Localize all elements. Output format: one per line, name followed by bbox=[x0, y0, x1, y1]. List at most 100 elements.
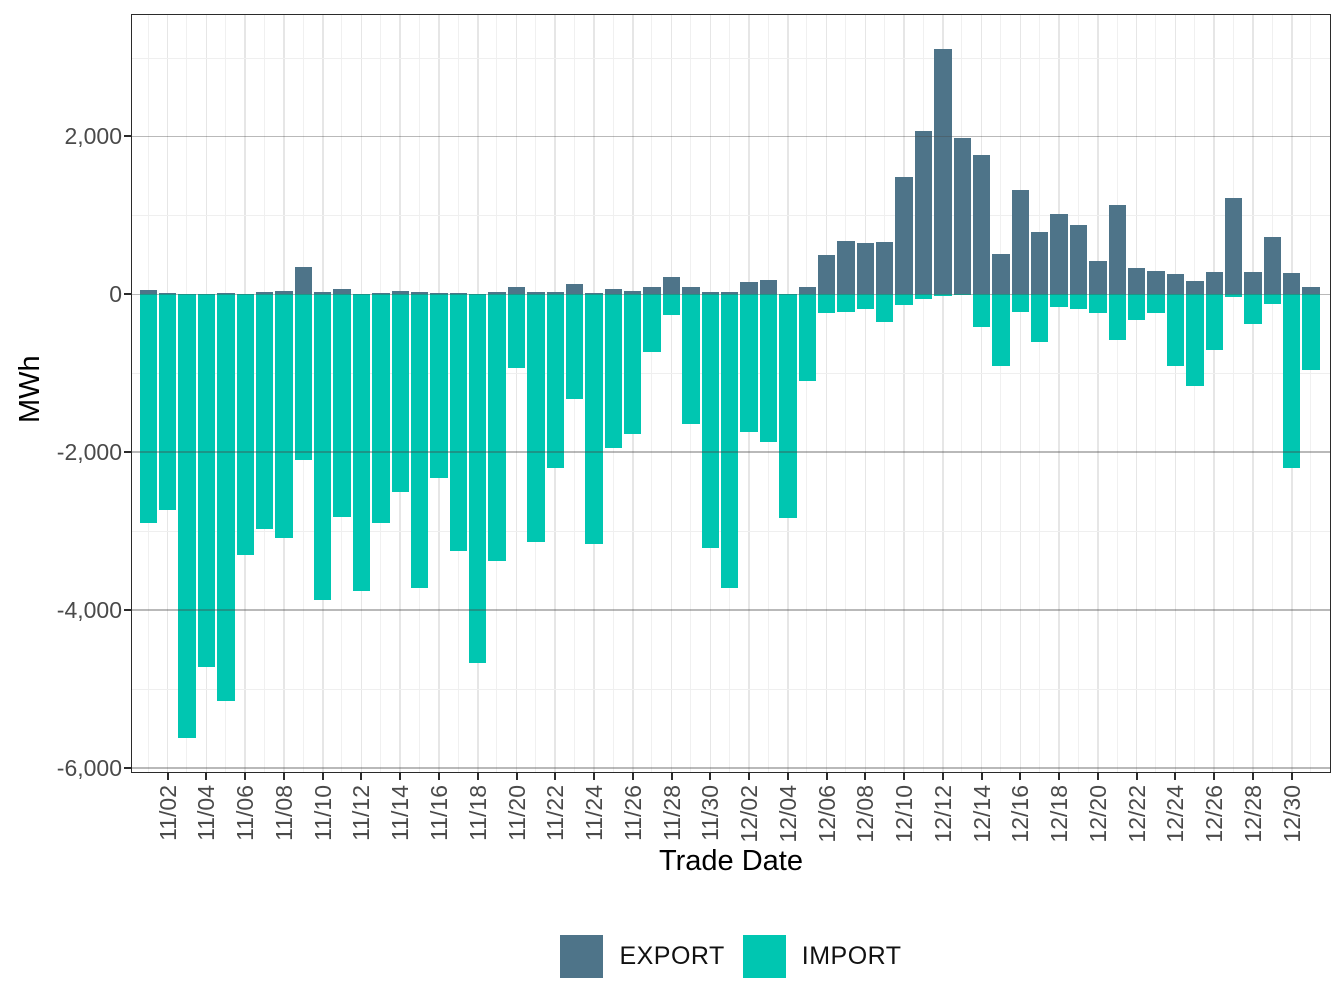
x-tick-mark bbox=[593, 772, 596, 780]
x-tick-label: 12/12 bbox=[929, 785, 956, 843]
grid-line-vertical bbox=[1077, 15, 1079, 772]
bar-import bbox=[643, 294, 661, 352]
bar-export bbox=[352, 293, 371, 295]
grid-line-vertical bbox=[1135, 15, 1138, 772]
legend-item-export: EXPORT bbox=[560, 934, 725, 978]
x-tick-label: 12/26 bbox=[1201, 785, 1228, 843]
x-tick-label: 11/14 bbox=[387, 785, 414, 841]
x-tick-mark bbox=[360, 772, 363, 780]
x-tick-mark bbox=[1251, 772, 1254, 780]
bar-import bbox=[314, 294, 332, 601]
bar-import bbox=[469, 294, 487, 663]
bar-export bbox=[1069, 225, 1088, 295]
bar-import bbox=[352, 294, 371, 591]
bar-import bbox=[740, 294, 758, 432]
y-tick-label: -6,000 bbox=[56, 754, 122, 781]
bar-export bbox=[507, 287, 526, 295]
grid-line-vertical bbox=[825, 15, 828, 772]
bar-export bbox=[1031, 231, 1049, 295]
y-tick-mark bbox=[124, 135, 132, 138]
bar-import bbox=[1147, 294, 1165, 314]
x-tick-label: 11/26 bbox=[619, 785, 646, 841]
bar-export bbox=[430, 292, 448, 295]
x-tick-mark bbox=[670, 772, 673, 780]
bar-import bbox=[158, 294, 177, 510]
bar-export bbox=[217, 292, 235, 295]
y-tick-mark bbox=[124, 451, 132, 454]
y-tick-label: 0 bbox=[109, 281, 122, 308]
bar-export bbox=[740, 282, 758, 295]
bar-import bbox=[1263, 294, 1282, 304]
x-tick-label: 12/24 bbox=[1162, 785, 1189, 843]
x-tick-label: 11/10 bbox=[309, 785, 336, 841]
y-tick-label: -4,000 bbox=[56, 596, 122, 623]
grid-line-vertical bbox=[651, 15, 653, 772]
x-tick-mark bbox=[476, 772, 479, 780]
bar-export bbox=[1302, 287, 1320, 295]
bar-import bbox=[294, 294, 313, 460]
bar-export bbox=[197, 293, 216, 295]
x-axis-title: Trade Date bbox=[659, 845, 803, 877]
x-tick-mark bbox=[748, 772, 751, 780]
bar-import bbox=[178, 294, 196, 738]
x-tick-mark bbox=[515, 772, 518, 780]
grid-line-horizontal-major bbox=[132, 766, 1330, 769]
bar-import bbox=[527, 294, 545, 543]
x-tick-label: 11/12 bbox=[348, 785, 375, 841]
x-tick-mark bbox=[554, 772, 557, 780]
x-tick-label: 12/22 bbox=[1123, 785, 1150, 843]
y-axis-title: MWh bbox=[14, 355, 46, 423]
bar-import bbox=[1186, 294, 1204, 386]
bar-import bbox=[372, 294, 390, 523]
legend-swatch-export bbox=[560, 934, 604, 978]
bar-export bbox=[1224, 198, 1243, 295]
y-tick-label: 2,000 bbox=[64, 123, 122, 150]
bar-export bbox=[139, 290, 157, 295]
bar-import bbox=[139, 294, 157, 524]
bar-export bbox=[953, 138, 971, 295]
bar-import bbox=[992, 294, 1010, 367]
x-tick-mark bbox=[1058, 772, 1061, 780]
x-tick-label: 12/14 bbox=[968, 785, 995, 843]
bar-import bbox=[565, 294, 584, 400]
bar-export bbox=[1166, 274, 1185, 295]
bar-import bbox=[953, 294, 971, 296]
x-tick-label: 11/18 bbox=[464, 785, 491, 841]
bar-import bbox=[255, 294, 274, 530]
x-tick-label: 11/28 bbox=[658, 785, 685, 841]
x-tick-label: 11/06 bbox=[232, 785, 259, 841]
bar-import bbox=[604, 294, 623, 448]
bar-import bbox=[275, 294, 293, 539]
x-tick-mark bbox=[1290, 772, 1293, 780]
x-tick-mark bbox=[282, 772, 285, 780]
grid-line-vertical bbox=[1310, 15, 1312, 772]
grid-line-vertical bbox=[515, 15, 518, 772]
bar-export bbox=[1108, 205, 1126, 295]
grid-line-vertical bbox=[845, 15, 847, 772]
grid-line-vertical bbox=[806, 15, 808, 772]
x-tick-mark bbox=[1096, 772, 1099, 780]
grid-line-vertical bbox=[1019, 15, 1022, 772]
bar-export bbox=[391, 291, 409, 295]
legend-swatch-import bbox=[742, 934, 786, 978]
bar-import bbox=[759, 294, 778, 443]
grid-line-vertical bbox=[1174, 15, 1177, 772]
bar-export bbox=[1089, 261, 1107, 295]
x-tick-mark bbox=[1174, 772, 1177, 780]
bar-import bbox=[662, 294, 681, 315]
x-tick-mark bbox=[825, 772, 828, 780]
x-tick-mark bbox=[1213, 772, 1216, 780]
x-tick-label: 12/18 bbox=[1046, 785, 1073, 843]
bar-import bbox=[817, 294, 836, 314]
bar-export bbox=[488, 292, 506, 295]
bar-export bbox=[1147, 271, 1165, 295]
bar-import bbox=[895, 294, 913, 305]
legend-label-export: EXPORT bbox=[619, 941, 725, 970]
bar-import bbox=[624, 294, 642, 435]
grid-line-vertical bbox=[1271, 15, 1273, 772]
bar-export bbox=[856, 243, 875, 295]
bar-import bbox=[876, 294, 894, 323]
x-tick-label: 11/02 bbox=[154, 785, 181, 841]
grid-line-horizontal-major bbox=[132, 609, 1330, 611]
bar-import bbox=[1283, 294, 1301, 469]
